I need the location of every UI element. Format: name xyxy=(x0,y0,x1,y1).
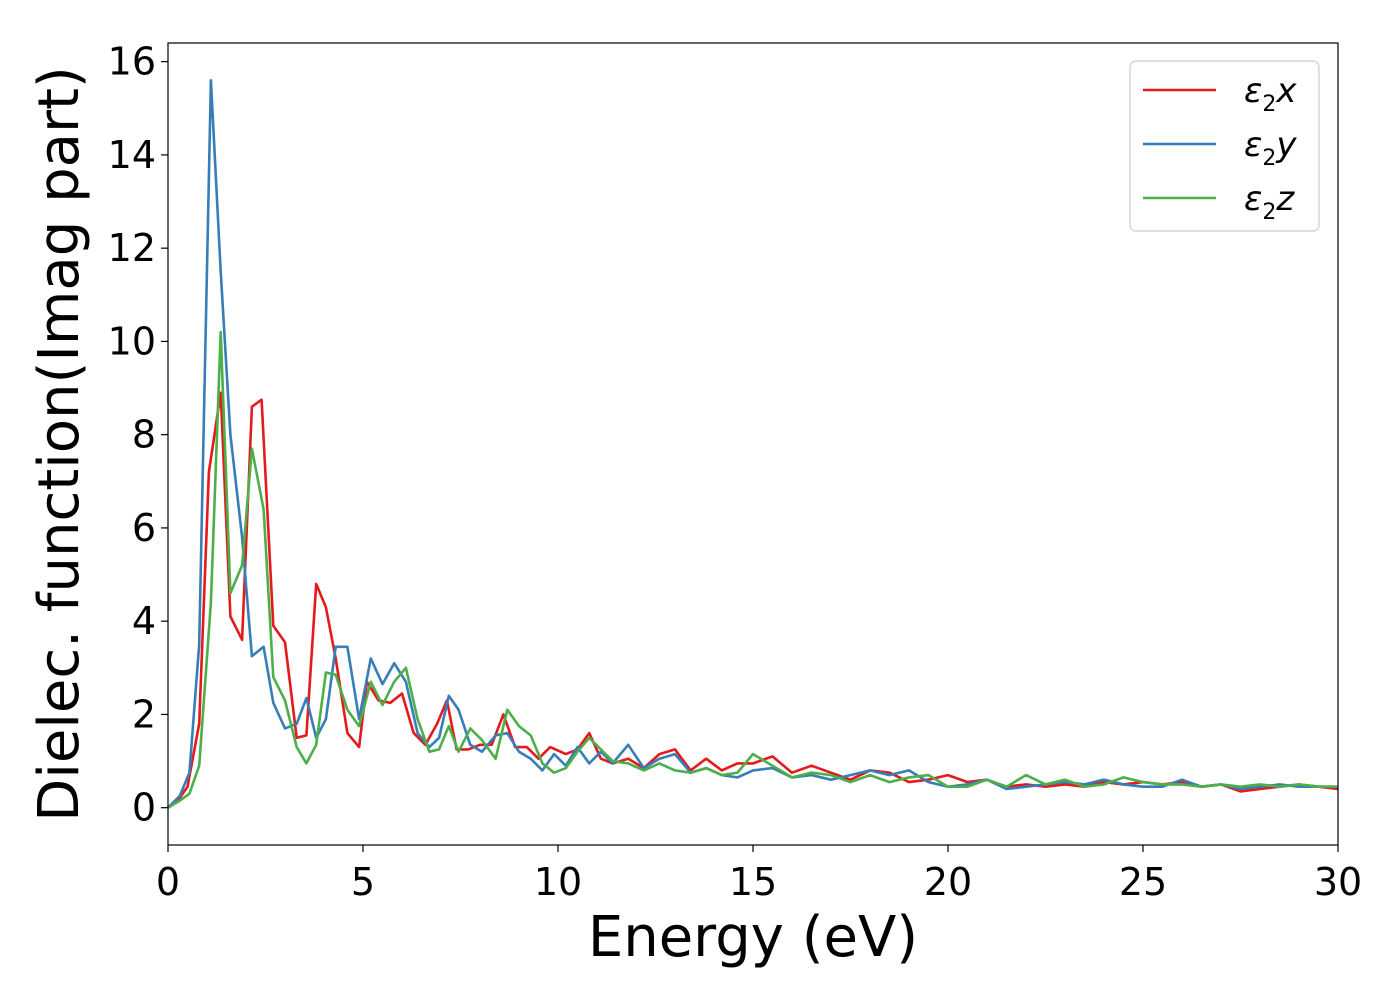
y-tick-label: 12 xyxy=(108,226,156,270)
x-tick-label: 25 xyxy=(1119,860,1167,904)
x-tick-label: 30 xyxy=(1314,860,1362,904)
x-axis-label: Energy (eV) xyxy=(588,905,918,970)
series-lines xyxy=(167,79,1339,809)
y-axis-ticks: 0 2 4 6 8 10 12 14 16 xyxy=(108,40,168,830)
legend-label-z: ε2z xyxy=(1244,179,1295,225)
x-tick-label: 15 xyxy=(729,860,777,904)
y-tick-label: 16 xyxy=(108,40,156,84)
y-tick-label: 0 xyxy=(132,786,156,830)
y-tick-label: 8 xyxy=(132,413,156,457)
y-tick-label: 4 xyxy=(132,599,156,643)
y-axis-label: Dielec. function(Imag part) xyxy=(27,66,92,822)
y-tick-label: 6 xyxy=(132,506,156,550)
legend: ε2x ε2y ε2z xyxy=(1129,60,1320,232)
legend-label-y: ε2y xyxy=(1244,125,1297,171)
legend-frame xyxy=(1129,60,1320,232)
y-tick-label: 14 xyxy=(108,133,156,177)
x-tick-label: 5 xyxy=(351,860,375,904)
legend-label-x: ε2x xyxy=(1244,71,1297,117)
series-line-y xyxy=(167,79,1338,809)
x-tick-label: 0 xyxy=(156,860,180,904)
y-tick-label: 10 xyxy=(108,319,156,363)
x-tick-label: 10 xyxy=(534,860,582,904)
x-tick-label: 20 xyxy=(924,860,972,904)
x-axis-ticks: 0 5 10 15 20 25 30 xyxy=(156,845,1362,904)
series-line-z xyxy=(167,330,1338,809)
y-tick-label: 2 xyxy=(132,692,156,736)
